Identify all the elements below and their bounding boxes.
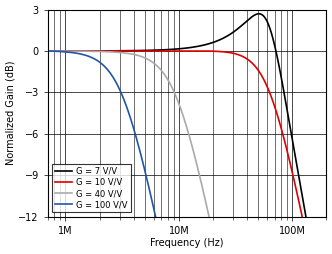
G = 7 V/V bbox=[257, 12, 261, 15]
G = 40 V/V bbox=[153, 62, 157, 65]
G = 7 V/V bbox=[165, 48, 169, 51]
G = 40 V/V bbox=[319, 243, 323, 246]
G = 7 V/V bbox=[46, 50, 50, 53]
G = 10 V/V bbox=[94, 50, 98, 53]
G = 100 V/V bbox=[94, 58, 98, 61]
G = 40 V/V bbox=[94, 50, 98, 53]
G = 10 V/V bbox=[289, 166, 293, 169]
G = 10 V/V bbox=[319, 243, 323, 246]
Line: G = 10 V/V: G = 10 V/V bbox=[48, 51, 326, 244]
G = 100 V/V bbox=[160, 243, 164, 246]
G = 100 V/V bbox=[46, 50, 50, 53]
G = 7 V/V bbox=[309, 243, 313, 246]
Line: G = 7 V/V: G = 7 V/V bbox=[48, 14, 326, 244]
G = 40 V/V bbox=[165, 76, 169, 80]
G = 7 V/V bbox=[319, 243, 323, 246]
G = 10 V/V bbox=[165, 49, 169, 52]
G = 100 V/V bbox=[324, 243, 328, 246]
Line: G = 40 V/V: G = 40 V/V bbox=[48, 51, 326, 244]
G = 10 V/V bbox=[153, 50, 157, 53]
Y-axis label: Normalized Gain (dB): Normalized Gain (dB) bbox=[6, 61, 16, 165]
G = 40 V/V bbox=[78, 50, 82, 53]
G = 100 V/V bbox=[165, 243, 169, 246]
G = 10 V/V bbox=[46, 50, 50, 53]
G = 10 V/V bbox=[78, 50, 82, 53]
G = 7 V/V bbox=[78, 50, 82, 53]
G = 7 V/V bbox=[289, 131, 293, 134]
G = 100 V/V bbox=[289, 243, 293, 246]
G = 100 V/V bbox=[319, 243, 323, 246]
G = 40 V/V bbox=[46, 50, 50, 53]
G = 7 V/V bbox=[94, 49, 98, 52]
G = 40 V/V bbox=[289, 243, 293, 246]
G = 7 V/V bbox=[153, 49, 157, 52]
G = 40 V/V bbox=[213, 243, 217, 246]
Legend: G = 7 V/V, G = 10 V/V, G = 40 V/V, G = 100 V/V: G = 7 V/V, G = 10 V/V, G = 40 V/V, G = 1… bbox=[52, 164, 131, 213]
G = 100 V/V bbox=[78, 52, 82, 55]
G = 10 V/V bbox=[306, 243, 310, 246]
X-axis label: Frequency (Hz): Frequency (Hz) bbox=[150, 239, 224, 248]
Line: G = 100 V/V: G = 100 V/V bbox=[48, 51, 326, 244]
G = 7 V/V bbox=[324, 243, 328, 246]
G = 10 V/V bbox=[324, 243, 328, 246]
G = 40 V/V bbox=[324, 243, 328, 246]
G = 100 V/V bbox=[153, 211, 157, 214]
G = 10 V/V bbox=[185, 49, 189, 52]
